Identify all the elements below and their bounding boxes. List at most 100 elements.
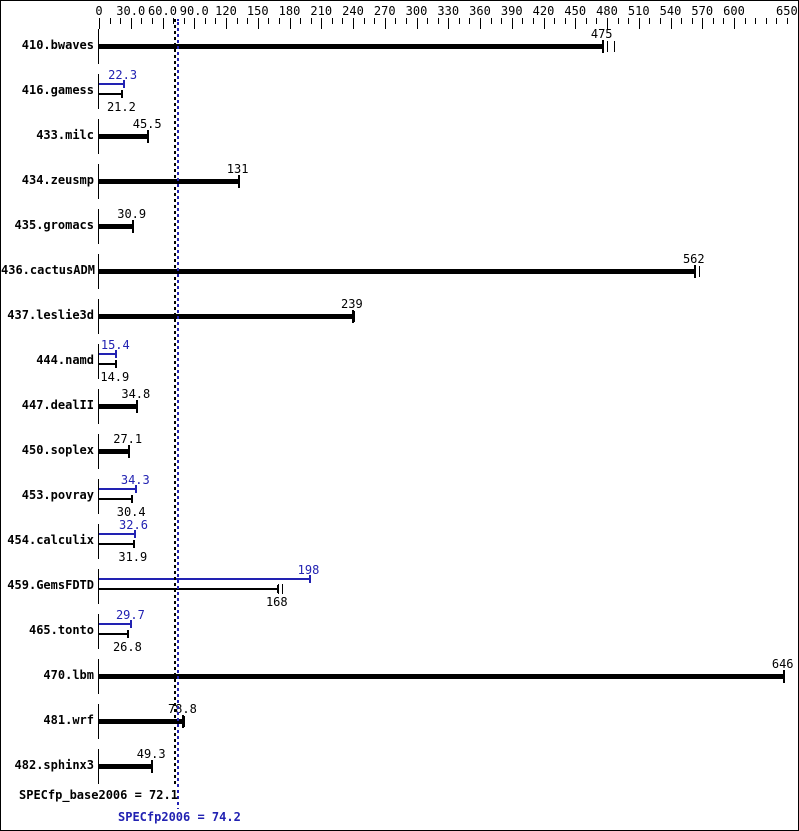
base-bar (99, 403, 136, 409)
base-bar (99, 178, 238, 184)
axis-minor-tick (681, 18, 683, 24)
axis-minor-tick (490, 18, 492, 24)
axis-tick-label: 60.0 (148, 4, 177, 18)
base-bar (99, 362, 115, 365)
base-value-label: 78.8 (167, 701, 197, 716)
benchmark-name-label: 433.milc (36, 127, 94, 142)
axis-minor-tick (723, 18, 725, 24)
axis-tick-label: 30.0 (116, 4, 146, 18)
row-baseline-tick (98, 388, 99, 424)
axis-major-tick (353, 18, 354, 29)
peak-value-label: 34.3 (120, 472, 150, 487)
axis-minor-tick (437, 18, 439, 24)
base-bar (99, 223, 132, 229)
axis-minor-tick (278, 18, 280, 24)
benchmark-name-label: 465.tonto (28, 622, 94, 637)
axis-major-tick (607, 18, 608, 29)
axis-major-tick (226, 18, 227, 29)
axis-tick-label: 210 (310, 4, 333, 18)
peak-bar-end-cap (130, 619, 133, 628)
axis-major-tick (670, 18, 672, 29)
base-value-label: 26.8 (112, 639, 142, 654)
base-bar (99, 673, 783, 679)
axis-major-tick (162, 18, 164, 29)
benchmark-name-label: 453.povray (21, 487, 94, 502)
axis-tick-label: 0 (95, 4, 103, 18)
axis-minor-tick (331, 18, 333, 24)
row-baseline-tick (98, 658, 99, 694)
row-baseline-tick (98, 73, 99, 109)
benchmark-name-label: 482.sphinx3 (14, 757, 94, 772)
axis-minor-tick (554, 18, 556, 24)
axis-minor-tick (109, 18, 111, 24)
run-mark-tick (614, 40, 616, 52)
axis-minor-tick (755, 18, 757, 24)
row-baseline-tick (98, 118, 99, 154)
base-bar-end-cap (127, 629, 130, 638)
axis-minor-tick (649, 18, 651, 24)
axis-tick-label: 300 (405, 4, 428, 18)
base-bar-end-cap (276, 584, 279, 593)
axis-minor-tick (183, 18, 185, 24)
axis-minor-tick (427, 18, 429, 24)
axis-tick-label: 480 (596, 4, 618, 18)
axis-major-tick (289, 18, 291, 29)
base-bar-end-cap (151, 759, 154, 773)
axis-minor-tick (458, 18, 460, 24)
axis-minor-tick (342, 18, 344, 24)
benchmark-name-label: 437.leslie3d (7, 307, 94, 322)
peak-bar (99, 82, 123, 85)
base-bar-end-cap (182, 714, 185, 728)
run-mark-tick (277, 583, 279, 594)
axis-major-tick (638, 18, 640, 29)
base-value-label: 49.3 (136, 746, 166, 761)
axis-major-tick (384, 18, 386, 29)
axis-tick-label: 600 (723, 4, 745, 18)
base-bar (99, 632, 128, 635)
axis-major-tick (702, 18, 704, 29)
axis-minor-tick (532, 18, 534, 24)
peak-bar-end-cap (135, 484, 138, 493)
axis-minor-tick (268, 18, 270, 24)
axis-major-tick (511, 18, 513, 29)
axis-major-tick (575, 18, 577, 29)
axis-tick-label: 450 (564, 4, 587, 18)
peak-value-label: 198 (297, 562, 320, 577)
axis-minor-tick (744, 18, 746, 24)
peak-value-label: 22.3 (108, 67, 138, 82)
base-value-label: 475 (590, 26, 613, 41)
axis-minor-tick (765, 18, 767, 24)
row-baseline-tick (98, 253, 99, 289)
base-value-label: 131 (226, 161, 249, 176)
axis-minor-tick (363, 18, 365, 24)
benchmark-name-label: 450.soplex (21, 442, 94, 457)
base-bar (99, 268, 694, 274)
row-baseline-tick (98, 28, 99, 64)
base-value-label: 45.5 (132, 116, 162, 131)
peak-bar-end-cap (122, 79, 125, 88)
base-value-label: 31.9 (118, 549, 148, 564)
base-value-label: 34.8 (121, 386, 151, 401)
base-bar (99, 313, 352, 319)
axis-minor-tick (469, 18, 471, 24)
axis-minor-tick (501, 18, 503, 24)
axis-tick-label: 650 (776, 4, 798, 18)
base-bar (99, 718, 183, 724)
benchmark-name-label: 481.wrf (43, 712, 94, 727)
peak-bar-end-cap (133, 529, 136, 538)
base-bar (99, 43, 602, 49)
row-baseline-tick (98, 613, 99, 649)
peak-bar (99, 622, 131, 625)
specfp-base2006-score: SPECfp_base2006 = 72.1 (19, 788, 178, 802)
axis-tick-label: 390 (500, 4, 523, 18)
base-bar-end-cap (693, 264, 696, 278)
benchmark-name-label: 434.zeusmp (21, 172, 94, 187)
axis-minor-tick (628, 18, 630, 24)
benchmark-name-label: 435.gromacs (14, 217, 94, 232)
axis-major-tick (448, 18, 450, 29)
peak-bar-end-cap (115, 349, 118, 358)
base-value-label: 168 (265, 594, 288, 609)
base-bar (99, 542, 133, 545)
base-bar-end-cap (132, 539, 135, 548)
axis-major-tick (734, 18, 735, 29)
